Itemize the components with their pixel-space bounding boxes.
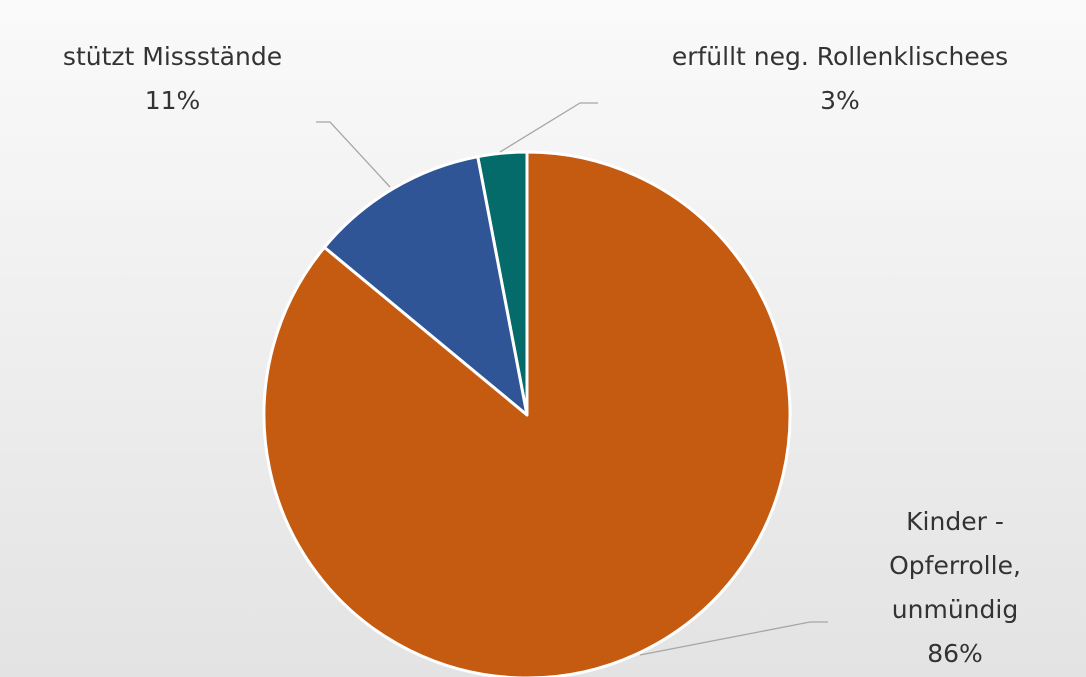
category-label: erfüllt neg. Rollenklischees bbox=[671, 42, 1009, 71]
pie-slice bbox=[322, 155, 529, 417]
leader-line bbox=[316, 121, 391, 188]
data-label: Kinder - Opferrolle, unmündig 86% bbox=[840, 500, 1070, 676]
leader-line bbox=[499, 102, 598, 153]
category-label: stützt Missstände bbox=[62, 42, 283, 71]
category-label: Kinder - Opferrolle, unmündig bbox=[889, 507, 1021, 624]
data-label: stützt Missstände 11% bbox=[10, 35, 335, 123]
value-label: 11% bbox=[144, 86, 201, 115]
leader-line bbox=[639, 621, 828, 656]
value-label: 86% bbox=[927, 639, 983, 668]
data-label: erfüllt neg. Rollenklischees 3% bbox=[590, 35, 1086, 123]
pie-slice bbox=[262, 150, 792, 677]
value-label: 3% bbox=[820, 86, 860, 115]
